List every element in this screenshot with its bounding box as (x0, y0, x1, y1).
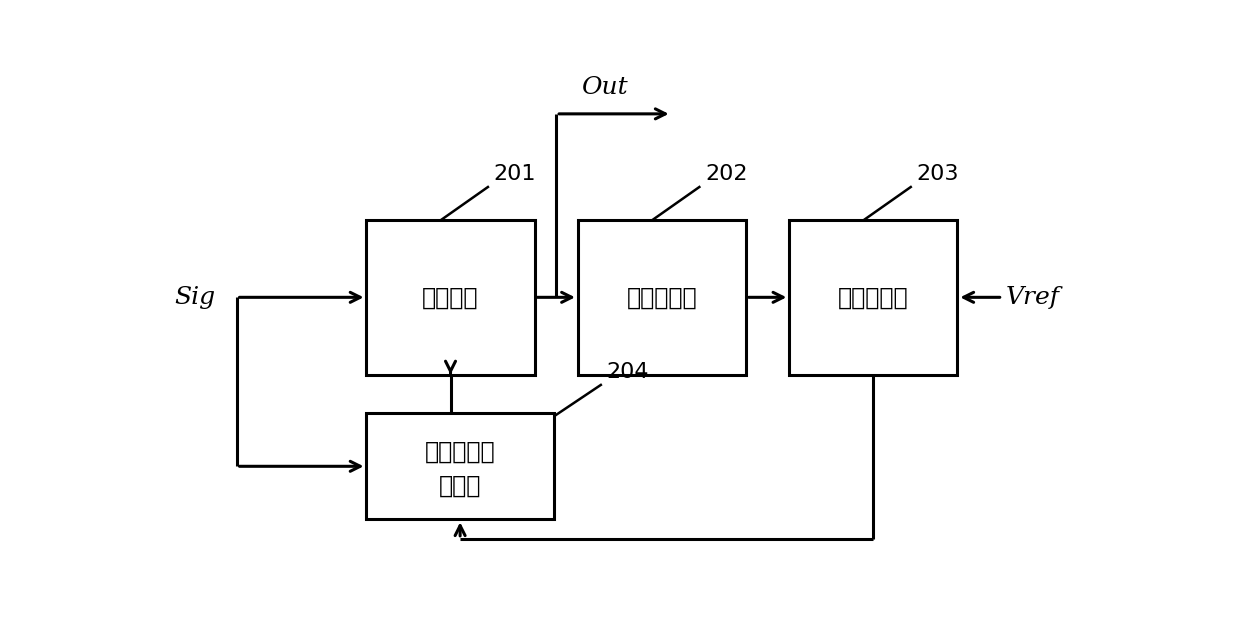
Text: 电压控制延: 电压控制延 (425, 440, 496, 464)
Text: Out: Out (582, 76, 627, 99)
Text: 时电路: 时电路 (439, 473, 481, 498)
Bar (367, 413, 554, 519)
Text: 误差放大器: 误差放大器 (838, 285, 909, 309)
Bar (367, 220, 534, 374)
Bar (578, 220, 746, 374)
Text: 与门电路: 与门电路 (423, 285, 479, 309)
Text: 203: 203 (916, 164, 959, 184)
Text: Vref: Vref (1006, 286, 1059, 309)
Bar (789, 220, 957, 374)
Text: Sig: Sig (174, 286, 216, 309)
Text: 202: 202 (706, 164, 748, 184)
Text: 204: 204 (606, 362, 650, 382)
Text: 低通滤波器: 低通滤波器 (626, 285, 697, 309)
Text: 201: 201 (494, 164, 536, 184)
